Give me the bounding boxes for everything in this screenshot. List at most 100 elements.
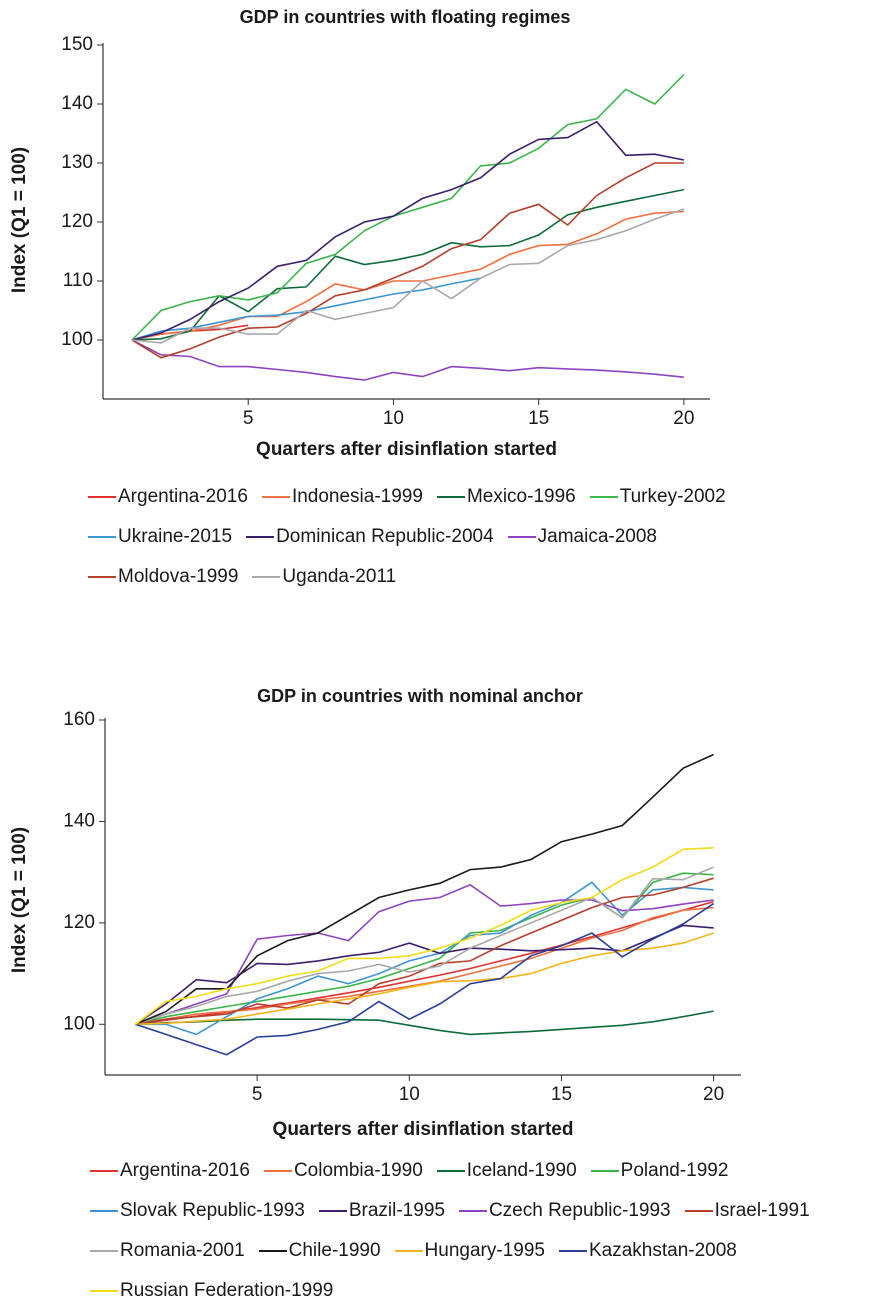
- legend-label: Turkey-2002: [619, 486, 726, 507]
- x-tick-label: 20: [673, 408, 694, 429]
- series-line: [131, 210, 684, 341]
- legend-label: Argentina-2016: [118, 486, 248, 507]
- legend-item: Argentina-2016: [90, 1160, 250, 1182]
- series-line: [135, 932, 714, 1026]
- legend-swatch: [558, 1250, 587, 1252]
- legend-swatch: [90, 1170, 118, 1172]
- legend-swatch: [88, 496, 116, 498]
- legend-swatch: [590, 1170, 619, 1172]
- legend-swatch: [394, 1250, 423, 1252]
- x-tick-label: 15: [528, 408, 549, 429]
- series-line: [131, 162, 684, 359]
- legend-swatch: [684, 1210, 713, 1212]
- legend-label: Jamaica-2008: [537, 526, 657, 547]
- x-axis-label: Quarters after disinflation started: [273, 1119, 574, 1140]
- series-line: [134, 924, 714, 1025]
- y-tick-label: 120: [61, 211, 93, 232]
- legend-label: Colombia-1990: [293, 1160, 423, 1181]
- legend-item: Iceland-1990: [436, 1160, 577, 1182]
- y-tick-label: 140: [61, 93, 93, 114]
- legend-item: Poland-1992: [590, 1160, 729, 1182]
- legend-swatch: [263, 1170, 292, 1172]
- series-line: [135, 866, 714, 1026]
- y-tick-label: 160: [63, 709, 95, 730]
- x-tick-label: 20: [703, 1084, 724, 1105]
- legend-swatch: [90, 1250, 118, 1252]
- series-line: [134, 847, 714, 1025]
- legend-swatch: [88, 576, 116, 578]
- legend-item: Israel-1991: [684, 1200, 810, 1222]
- legend-item: Brazil-1995: [318, 1200, 445, 1222]
- legend-swatch: [246, 536, 275, 538]
- legend-item: Chile-1990: [258, 1240, 381, 1262]
- x-tick-label: 15: [551, 1084, 572, 1105]
- legend-item: Hungary-1995: [394, 1240, 545, 1262]
- legend-label: Uganda-2011: [282, 566, 397, 587]
- legend-label: Slovak Republic-1993: [120, 1200, 305, 1221]
- legend-label: Poland-1992: [620, 1160, 729, 1181]
- y-tick-label: 120: [63, 912, 95, 933]
- legend-item: Kazakhstan-2008: [558, 1240, 737, 1262]
- legend-swatch: [90, 1290, 118, 1292]
- legend-label: Chile-1990: [288, 1240, 381, 1261]
- legend-item: Romania-2001: [90, 1240, 245, 1262]
- legend-item: Uganda-2011: [252, 566, 396, 588]
- legend-item: Moldova-1999: [88, 566, 238, 588]
- y-tick-label: 100: [61, 329, 93, 350]
- legend: Argentina-2016 Colombia-1990 Iceland-1990 P…: [90, 1160, 870, 1302]
- legend-item: Indonesia-1999: [261, 486, 423, 508]
- legend-label: Ukraine-2015: [118, 526, 233, 547]
- series-line: [131, 339, 684, 381]
- legend-label: Kazakhstan-2008: [588, 1240, 737, 1261]
- legend-label: Iceland-1990: [466, 1160, 577, 1181]
- legend-label: Brazil-1995: [348, 1200, 445, 1221]
- series-line: [131, 73, 685, 341]
- legend-label: Argentina-2016: [120, 1160, 250, 1181]
- x-tick-label: 5: [243, 408, 254, 429]
- legend-item: Turkey-2002: [589, 486, 726, 508]
- x-tick-label: 5: [252, 1084, 263, 1105]
- series-line: [131, 120, 685, 341]
- legend-swatch: [261, 496, 290, 498]
- legend-item: Ukraine-2015: [88, 526, 232, 548]
- legend-swatch: [90, 1210, 118, 1212]
- legend-swatch: [436, 496, 465, 498]
- legend-item: Jamaica-2008: [507, 526, 657, 548]
- chart: GDP in countries with nominal anchor 100 1…: [9, 686, 741, 1140]
- y-tick-label: 100: [63, 1013, 95, 1034]
- legend-label: Czech Republic-1993: [488, 1200, 671, 1221]
- legend-item: Czech Republic-1993: [458, 1200, 671, 1222]
- legend-swatch: [436, 1170, 465, 1172]
- legend-item: Slovak Republic-1993: [90, 1200, 305, 1222]
- legend-swatch: [252, 576, 281, 578]
- chart: GDP in countries with floating regimes 10…: [9, 7, 710, 460]
- legend-swatch: [458, 1210, 487, 1212]
- legend-item: Russian Federation-1999: [90, 1280, 333, 1302]
- y-tick-label: 140: [63, 810, 95, 831]
- y-tick-label: 110: [63, 270, 93, 291]
- series-line: [135, 1010, 714, 1036]
- legend-item: Argentina-2016: [88, 486, 248, 508]
- legend-label: Hungary-1995: [424, 1240, 545, 1261]
- series-line: [135, 881, 714, 1036]
- legend-swatch: [589, 496, 618, 498]
- legend: Argentina-2016 Indonesia-1999 Mexico-1996 T…: [88, 486, 788, 588]
- legend-label: Moldova-1999: [118, 566, 239, 587]
- legend-swatch: [88, 536, 116, 538]
- y-axis-label: Index (Q1 = 100): [9, 827, 30, 973]
- chart-title: GDP in countries with nominal anchor: [257, 686, 583, 706]
- legend-label: Indonesia-1999: [291, 486, 423, 507]
- series-line: [135, 753, 714, 1026]
- legend-label: Russian Federation-1999: [120, 1280, 334, 1301]
- x-axis-label: Quarters after disinflation started: [256, 439, 557, 460]
- series-line: [135, 883, 714, 1026]
- y-tick-label: 150: [61, 34, 93, 55]
- legend-label: Mexico-1996: [466, 486, 576, 507]
- x-tick-label: 10: [383, 408, 404, 429]
- legend-label: Israel-1991: [714, 1200, 810, 1221]
- series-line: [131, 188, 685, 341]
- y-tick-label: 130: [61, 152, 93, 173]
- legend-swatch: [318, 1210, 347, 1212]
- series-line: [135, 902, 715, 1056]
